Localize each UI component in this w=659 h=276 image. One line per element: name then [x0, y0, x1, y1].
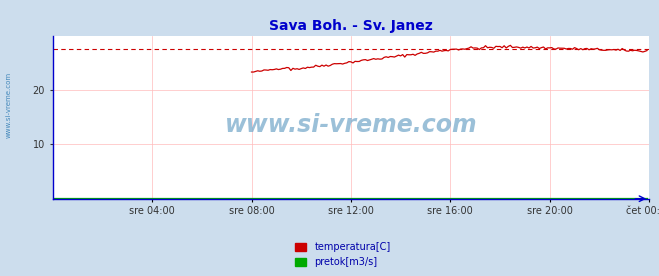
- Text: www.si-vreme.com: www.si-vreme.com: [5, 72, 11, 138]
- Text: www.si-vreme.com: www.si-vreme.com: [225, 113, 477, 137]
- Legend: temperatura[C], pretok[m3/s]: temperatura[C], pretok[m3/s]: [291, 238, 395, 271]
- Title: Sava Boh. - Sv. Janez: Sava Boh. - Sv. Janez: [269, 19, 433, 33]
